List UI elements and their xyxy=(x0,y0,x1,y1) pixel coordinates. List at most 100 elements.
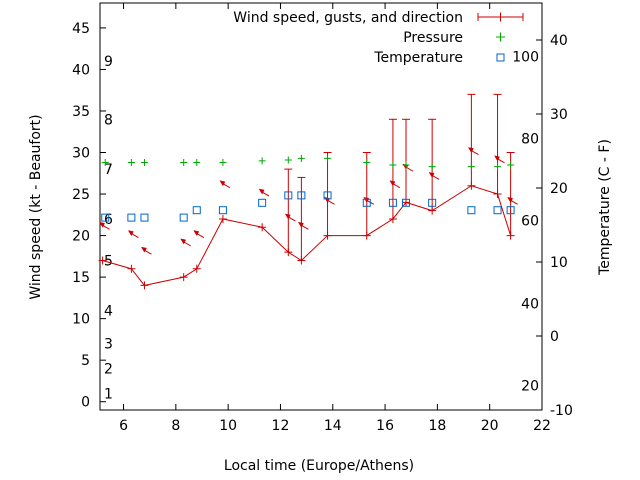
x-tick-label: 18 xyxy=(428,418,446,434)
temperature-point xyxy=(323,191,332,200)
arrow-head xyxy=(467,147,474,154)
temperature-point xyxy=(506,206,515,215)
beaufort-label: 4 xyxy=(104,303,113,319)
wind-point xyxy=(467,181,476,190)
temperature-point xyxy=(101,213,110,222)
temperature-point xyxy=(179,213,188,222)
wind-direction-arrow xyxy=(140,246,152,255)
pressure-point xyxy=(127,158,135,166)
x-tick-label: 6 xyxy=(119,418,128,434)
wind-direction-arrow xyxy=(284,213,296,222)
wind-direction-arrow xyxy=(219,180,231,189)
wind-point xyxy=(218,214,227,223)
wind-speed-line xyxy=(102,185,512,286)
x-axis-title: Local time (Europe/Athens) xyxy=(224,458,414,474)
arrow-head xyxy=(428,172,435,178)
legend-pressure-label: Pressure xyxy=(403,30,463,46)
y-tick-label: 10 xyxy=(72,312,90,328)
x-tick-label: 10 xyxy=(219,418,237,434)
wind-point xyxy=(127,264,136,273)
wind-direction-arrow xyxy=(180,238,191,247)
arrow-shaft xyxy=(183,241,191,247)
wind-point xyxy=(192,264,201,273)
temperature-point xyxy=(362,198,371,207)
pressure-point xyxy=(193,158,201,166)
legend-temperature-swatch xyxy=(496,53,505,62)
fahrenheit-label: 60 xyxy=(521,214,539,230)
beaufort-label: 3 xyxy=(104,337,113,353)
y-tick-label: 15 xyxy=(72,270,90,286)
arrow-shaft xyxy=(510,199,518,205)
temperature-point xyxy=(428,198,437,207)
pressure-point xyxy=(324,154,332,162)
arrow-head xyxy=(140,246,147,253)
plot-frame xyxy=(99,2,543,411)
y-tick-label: 40 xyxy=(72,62,90,78)
wind-direction-arrow xyxy=(258,188,270,197)
pressure-point xyxy=(363,158,371,166)
arrow-head xyxy=(494,155,500,162)
arrow-shaft xyxy=(222,183,231,189)
fahrenheit-label: 80 xyxy=(521,131,539,147)
fahrenheit-label: 100 xyxy=(512,49,539,65)
x-tick-label: 12 xyxy=(272,418,290,434)
y2-tick-label: -10 xyxy=(550,403,573,419)
wind-direction-arrow xyxy=(297,221,309,230)
beaufort-label: 1 xyxy=(104,386,113,402)
pressure-point xyxy=(494,163,502,171)
arrow-head xyxy=(127,230,134,237)
y-tick-label: 5 xyxy=(81,353,90,369)
temperature-point xyxy=(258,198,267,207)
arrow-head xyxy=(193,230,200,237)
arrow-shaft xyxy=(471,150,479,155)
beaufort-label: 8 xyxy=(104,112,113,128)
beaufort-label: 5 xyxy=(104,253,113,269)
beaufort-label: 9 xyxy=(104,54,113,70)
beaufort-label: 2 xyxy=(104,361,113,377)
y-tick-label: 45 xyxy=(72,21,90,37)
wind-point xyxy=(323,231,332,240)
x-tick-label: 22 xyxy=(533,418,551,434)
wind-point xyxy=(98,256,107,265)
pressure-point xyxy=(428,163,436,171)
fahrenheit-label: 40 xyxy=(521,296,539,312)
legend-temperature-label: Temperature xyxy=(373,50,463,66)
legend: Wind speed, gusts, and direction Pressur… xyxy=(233,10,524,66)
pressure-point xyxy=(389,161,397,169)
temperature-point xyxy=(140,213,149,222)
y-tick-label: 25 xyxy=(72,187,90,203)
arrow-head xyxy=(507,196,513,203)
temperature-point xyxy=(297,191,306,200)
x-tick-label: 20 xyxy=(481,418,499,434)
arrow-shaft xyxy=(392,183,401,189)
y2-tick-label: 40 xyxy=(550,33,568,49)
wind-point xyxy=(297,256,306,265)
wind-direction-arrow xyxy=(363,196,375,205)
arrow-shaft xyxy=(327,199,335,205)
wind-point xyxy=(428,206,437,215)
x-tick-label: 14 xyxy=(324,418,342,434)
temperature-point xyxy=(493,206,502,215)
x-tick-label: 8 xyxy=(171,418,180,434)
wind-point xyxy=(140,281,149,290)
legend-wind-swatch xyxy=(477,12,524,22)
pressure-point xyxy=(101,158,109,166)
series-layer xyxy=(98,93,518,290)
y2-axis-title: Temperature (C - F) xyxy=(597,139,613,276)
y2-tick-label: 20 xyxy=(550,181,568,197)
wind-direction-arrow xyxy=(324,196,335,205)
pressure-point xyxy=(258,157,266,165)
legend-wind-label: Wind speed, gusts, and direction xyxy=(233,10,463,26)
fahrenheit-label: 20 xyxy=(521,379,539,395)
pressure-point xyxy=(507,161,515,169)
arrow-head xyxy=(99,221,105,228)
wind-point xyxy=(493,190,502,199)
arrow-head xyxy=(258,188,265,195)
temperature-point xyxy=(218,206,227,215)
arrow-head xyxy=(363,196,370,203)
pressure-point xyxy=(140,158,148,166)
x-tick-label: 16 xyxy=(376,418,394,434)
arrow-shaft xyxy=(261,191,270,197)
temperature-point xyxy=(402,198,410,207)
